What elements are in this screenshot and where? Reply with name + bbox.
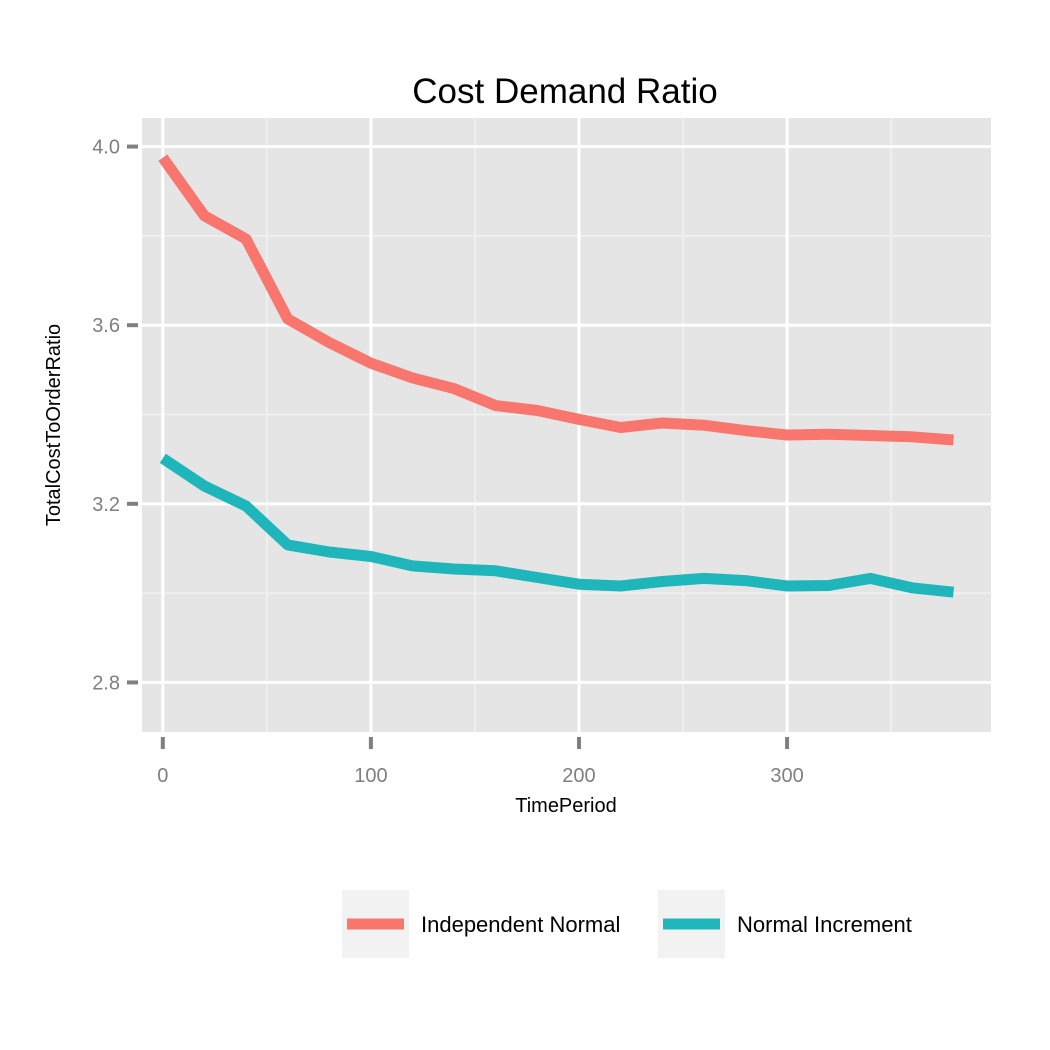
legend: Independent Normal Normal Increment xyxy=(342,890,912,958)
major-gridlines xyxy=(142,118,991,732)
series-line-2 xyxy=(159,453,955,598)
x-axis-title: TimePeriod xyxy=(515,795,617,817)
x-tick-label: 100 xyxy=(354,765,387,787)
y-tick-label: 2.8 xyxy=(92,672,120,694)
y-axis: 2.8 3.2 3.6 4.0 xyxy=(92,137,138,694)
plot-panel xyxy=(142,118,991,732)
chart-title: Cost Demand Ratio xyxy=(412,72,717,111)
y-tick-label: 4.0 xyxy=(92,137,120,159)
x-axis: 0 100 200 300 xyxy=(157,737,804,787)
legend-label-1: Independent Normal xyxy=(421,912,620,937)
y-tick-label: 3.6 xyxy=(92,315,120,337)
legend-label-2: Normal Increment xyxy=(737,912,912,937)
x-tick-label: 0 xyxy=(157,765,168,787)
x-tick-label: 300 xyxy=(770,765,803,787)
series-line-1 xyxy=(158,154,954,446)
y-tick-label: 3.2 xyxy=(92,494,120,516)
series-lines xyxy=(158,154,955,598)
y-axis-title: TotalCostToOrderRatio xyxy=(43,324,65,526)
x-tick-label: 200 xyxy=(562,765,595,787)
